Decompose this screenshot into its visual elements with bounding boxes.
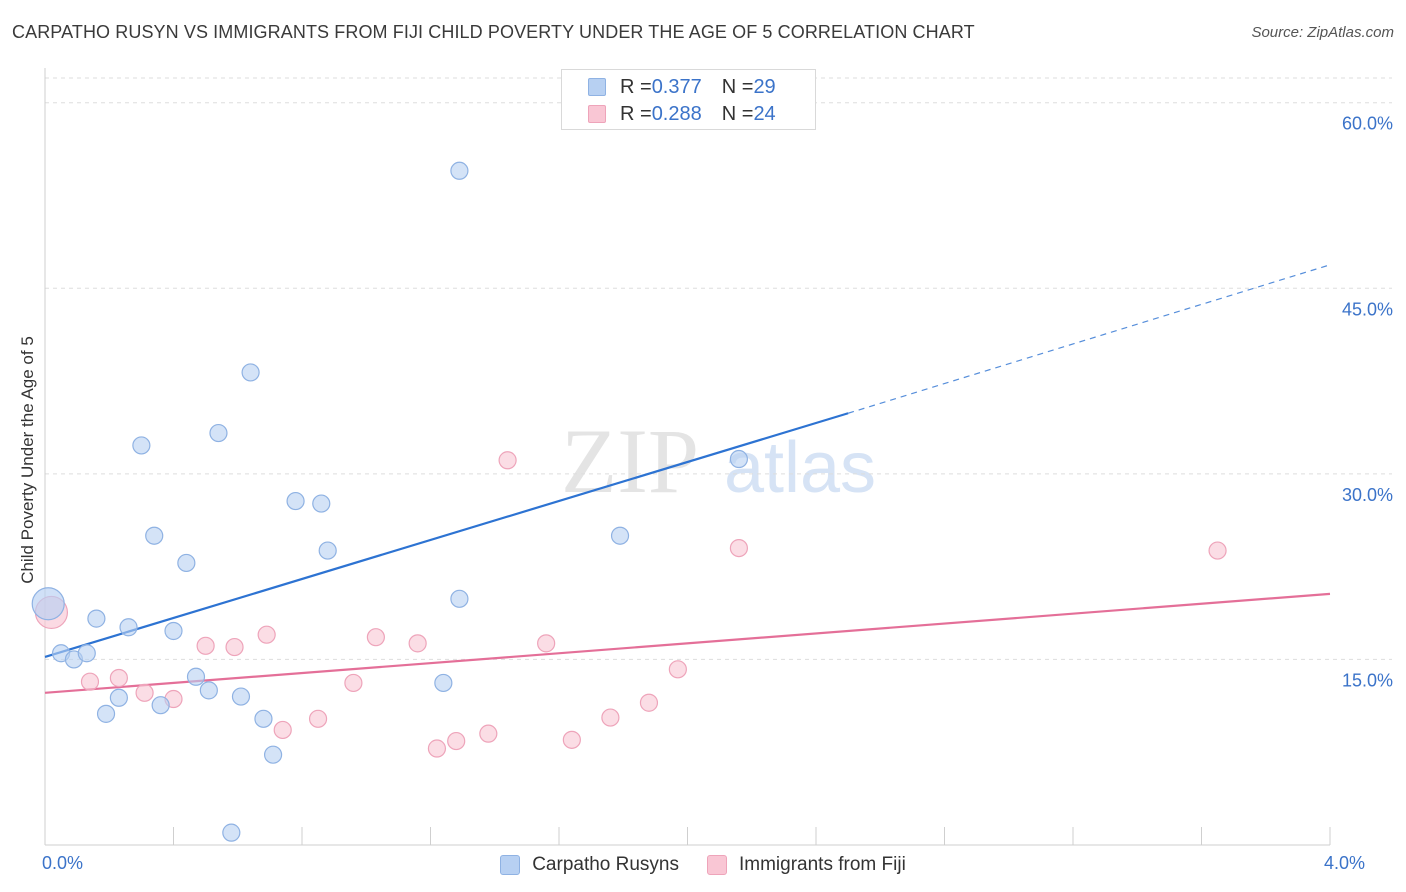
- legend-swatch-pink: [588, 105, 606, 123]
- watermark-zip: ZIP: [561, 410, 699, 512]
- data-point-rusyns: [312, 494, 331, 513]
- stats-legend: R = 0.377 N = 29 R = 0.288 N = 24: [561, 69, 816, 130]
- data-point-rusyns: [151, 696, 170, 715]
- data-point-rusyns: [231, 687, 251, 706]
- data-point-rusyns: [318, 541, 337, 560]
- data-point-rusyns: [199, 681, 218, 700]
- data-point-rusyns: [610, 526, 630, 545]
- data-point-rusyns: [164, 621, 183, 641]
- r-value: 0.288: [651, 102, 702, 125]
- r-label: R =: [620, 75, 652, 98]
- n-label: N =: [721, 102, 754, 125]
- data-point-rusyns: [109, 688, 128, 707]
- data-point-fiji: [447, 731, 466, 751]
- data-point-rusyns: [96, 704, 116, 723]
- r-label: R =: [620, 102, 652, 125]
- axes: [44, 68, 1331, 846]
- trend-line-rusyns: [44, 412, 849, 659]
- data-point-rusyns: [87, 609, 106, 628]
- data-point-rusyns: [132, 436, 151, 455]
- legend-swatch-pink: [707, 855, 727, 875]
- source-credit: Source: ZipAtlas.com: [1251, 24, 1394, 41]
- data-point-rusyns: [209, 423, 228, 443]
- data-point-rusyns: [263, 745, 283, 764]
- data-point-fiji: [135, 683, 154, 702]
- x-tick-label: 4.0%: [1324, 853, 1365, 873]
- legend-label: Immigrants from Fiji: [739, 854, 906, 875]
- data-point-fiji: [196, 636, 215, 655]
- y-tick-label: 60.0%: [1342, 114, 1393, 134]
- data-point-rusyns: [450, 161, 469, 180]
- watermark: ZIP atlas: [561, 410, 876, 512]
- data-point-rusyns: [729, 449, 749, 469]
- data-point-rusyns: [222, 823, 241, 842]
- data-point-rusyns: [286, 491, 305, 511]
- data-point-rusyns: [31, 587, 65, 621]
- n-label: N =: [721, 75, 754, 98]
- data-point-fiji: [225, 637, 244, 657]
- legend-swatch-blue: [588, 78, 606, 96]
- stats-legend-row-fiji: R = 0.288 N = 24: [588, 101, 776, 127]
- n-value: 24: [753, 102, 776, 125]
- x-tick-label: 0.0%: [42, 853, 83, 873]
- watermark-atlas: atlas: [724, 428, 876, 508]
- legend-swatch-blue: [500, 855, 521, 875]
- legend-item-immigrants-from-fiji[interactable]: Immigrants from Fiji: [707, 850, 906, 880]
- data-point-fiji: [562, 730, 581, 749]
- data-points: [31, 161, 1227, 842]
- data-point-fiji: [601, 708, 620, 727]
- data-point-rusyns: [186, 667, 206, 686]
- data-point-fiji: [80, 672, 100, 691]
- data-point-rusyns: [119, 618, 138, 637]
- stats-legend-row-rusyns: R = 0.377 N = 29: [588, 74, 776, 100]
- chart-title: CARPATHO RUSYN VS IMMIGRANTS FROM FIJI C…: [12, 22, 975, 42]
- trend-line-rusyns-extension: [847, 264, 1331, 414]
- y-tick-label: 15.0%: [1342, 670, 1393, 690]
- data-point-fiji: [729, 538, 749, 558]
- r-value: 0.377: [651, 75, 702, 98]
- y-tick-label: 30.0%: [1342, 485, 1393, 505]
- data-point-fiji: [1208, 541, 1227, 560]
- y-axis-label: Child Poverty Under the Age of 5: [18, 336, 37, 584]
- data-point-fiji: [344, 673, 363, 693]
- data-point-rusyns: [177, 553, 196, 573]
- data-point-rusyns: [241, 363, 260, 382]
- data-point-rusyns: [77, 644, 96, 663]
- y-tick-label: 45.0%: [1342, 299, 1393, 319]
- data-point-fiji: [479, 724, 498, 743]
- trend-line-fiji: [44, 592, 1331, 694]
- data-point-fiji: [257, 625, 276, 644]
- legend-label: Carpatho Rusyns: [532, 854, 679, 875]
- data-point-fiji: [639, 693, 659, 712]
- n-value: 29: [753, 75, 776, 98]
- data-point-fiji: [498, 451, 517, 470]
- tick-labels: 15.0% 30.0% 45.0% 60.0% 0.0% 4.0%: [42, 114, 1393, 873]
- data-point-fiji: [668, 660, 687, 679]
- data-point-rusyns: [434, 673, 453, 693]
- legend-item-carpatho-rusyns[interactable]: Carpatho Rusyns: [500, 850, 679, 880]
- data-point-fiji: [537, 634, 556, 653]
- series-legend: Carpatho Rusyns Immigrants from Fiji: [0, 850, 1406, 880]
- data-point-fiji: [408, 634, 427, 653]
- data-point-rusyns: [450, 589, 469, 608]
- data-point-fiji: [109, 668, 128, 688]
- data-point-fiji: [366, 628, 385, 647]
- data-point-fiji: [427, 739, 447, 758]
- data-point-fiji: [308, 709, 328, 728]
- trend-lines: [44, 264, 1331, 694]
- data-point-fiji: [273, 720, 292, 740]
- data-point-rusyns: [145, 526, 164, 545]
- data-point-rusyns: [254, 709, 273, 728]
